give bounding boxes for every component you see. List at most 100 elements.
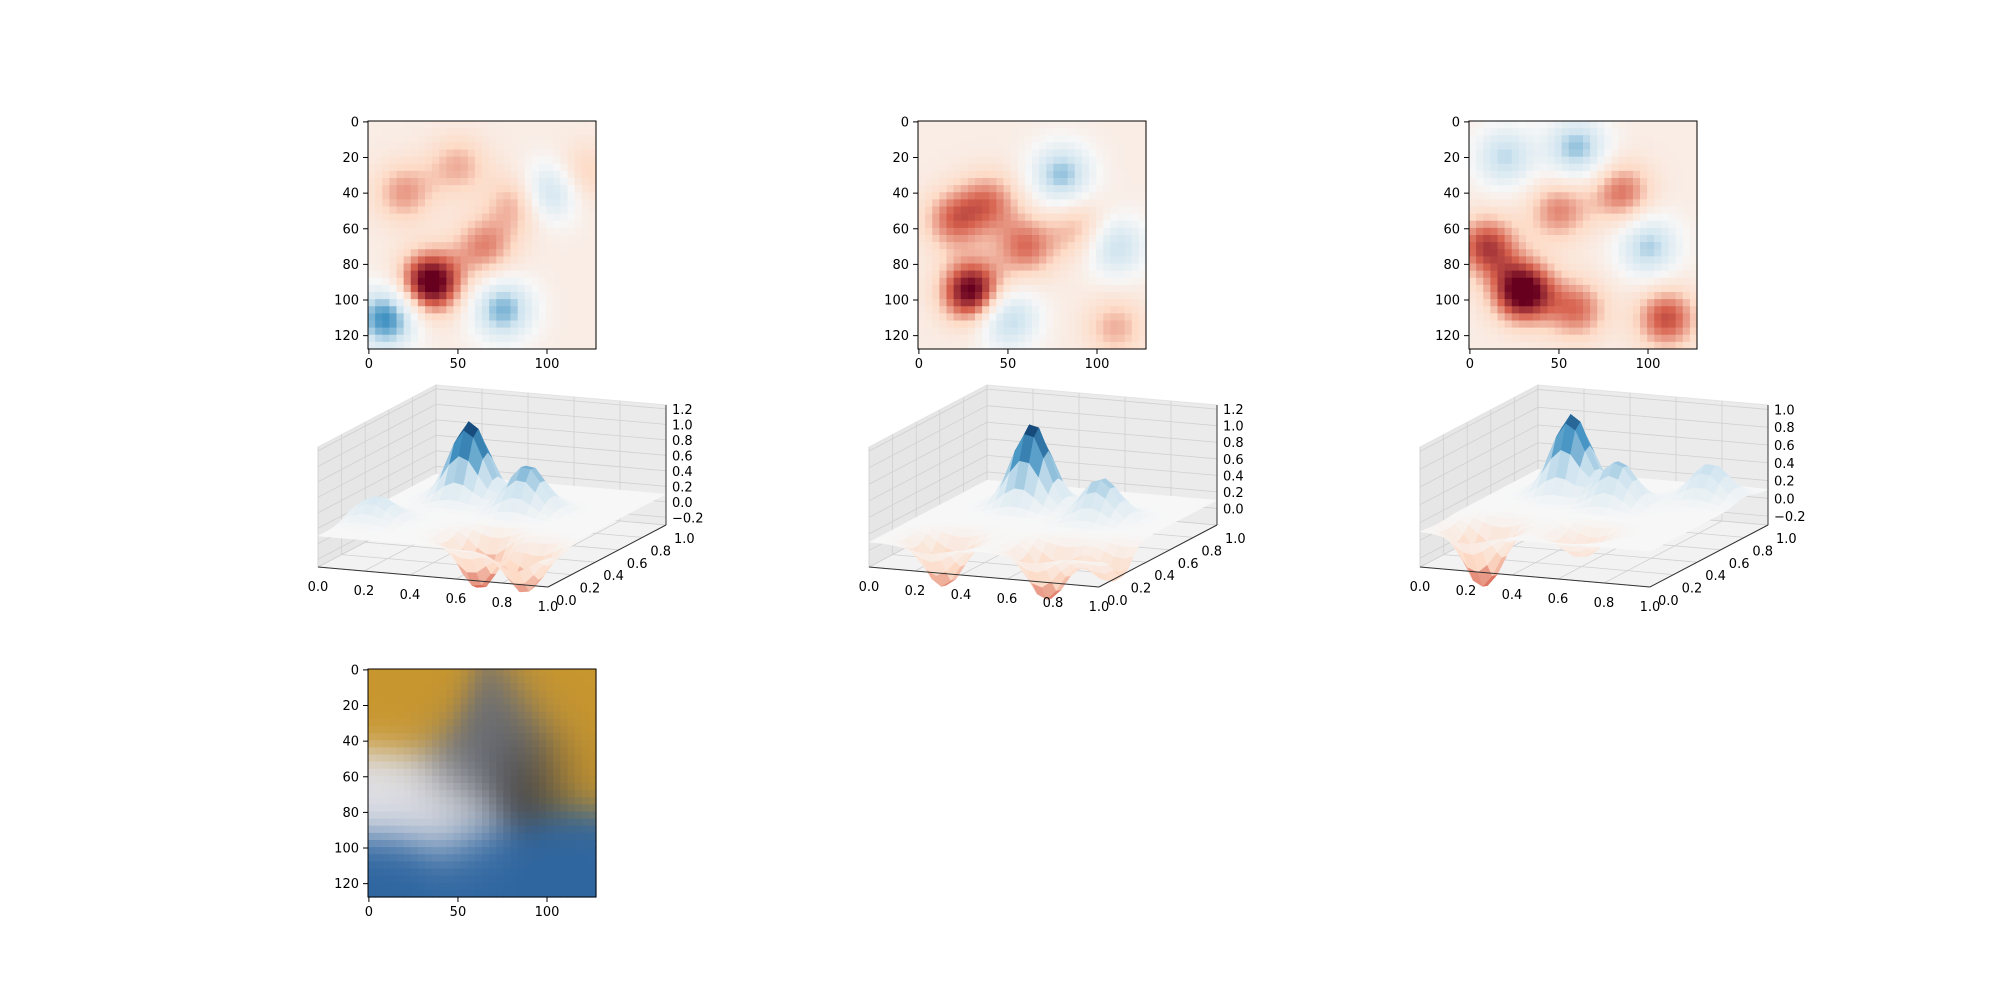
heatmap-cell <box>1117 341 1126 350</box>
heatmap-cell <box>1124 263 1133 272</box>
heatmap-cell <box>1003 292 1012 300</box>
heatmap-cell <box>1597 263 1605 272</box>
heatmap-cell <box>403 178 412 186</box>
heatmap-cell <box>396 313 405 322</box>
heatmap-cell <box>1568 213 1577 222</box>
heatmap-cell <box>1081 277 1090 286</box>
heatmap-cell <box>1618 135 1627 143</box>
heatmap-cell <box>460 299 469 307</box>
heatmap-cell <box>1547 170 1556 179</box>
heatmap-cell <box>1504 263 1513 272</box>
heatmap-cell <box>1490 220 1499 229</box>
heatmap-cell <box>417 277 426 286</box>
heatmap-cell <box>1668 213 1677 222</box>
heatmap-cell <box>1511 128 1520 136</box>
heatmap-cell <box>1604 327 1613 336</box>
grid-line <box>1419 424 1539 488</box>
heatmap-cell <box>939 327 948 336</box>
heatmap-cell <box>946 192 955 200</box>
heatmap-cell <box>474 313 483 322</box>
heatmap-cell <box>503 170 512 179</box>
z-tick-label: 0.4 <box>1223 469 1244 484</box>
heatmap-cell <box>482 270 490 279</box>
heatmap-cell <box>517 149 526 158</box>
heatmap-cell <box>1032 185 1040 193</box>
heatmap-cell <box>939 185 948 193</box>
heatmap-cell <box>1074 170 1083 179</box>
heatmap-cell <box>1640 135 1648 143</box>
heatmap-cell <box>1682 192 1691 200</box>
heatmap-cell <box>946 306 955 314</box>
heatmap-cell <box>1561 320 1570 329</box>
heatmap-cell <box>531 263 540 272</box>
heatmap-cell <box>546 306 554 314</box>
heatmap-cell <box>1668 242 1677 250</box>
heatmap-cell <box>467 135 476 143</box>
heatmap-cell <box>1689 121 1698 129</box>
heatmap-cell <box>1017 235 1026 243</box>
heatmap-cell <box>1081 263 1090 272</box>
heatmap-cell <box>425 306 433 314</box>
heatmap-cell <box>1032 199 1040 208</box>
heatmap-cell <box>946 270 955 279</box>
heatmap-cell <box>453 242 462 250</box>
heatmap-cell <box>1518 178 1527 186</box>
heatmap-cell <box>967 170 976 179</box>
heatmap-cell <box>553 220 561 229</box>
heatmap-cell <box>531 199 540 208</box>
heatmap-cell <box>1497 178 1506 186</box>
heatmap-cell <box>567 213 576 222</box>
heatmap-cell <box>460 213 469 222</box>
heatmap-cell <box>1024 270 1033 279</box>
heatmap-cell <box>1138 128 1147 136</box>
heatmap-cell <box>410 249 419 257</box>
heatmap-cell <box>975 341 983 350</box>
heatmap-cell <box>953 185 962 193</box>
heatmap-cell <box>368 135 376 143</box>
heatmap-cell <box>1490 199 1499 208</box>
heatmap-cell <box>1096 220 1104 229</box>
heatmap-cell <box>1526 320 1534 329</box>
heatmap-cell <box>953 156 962 165</box>
heatmap-cell <box>1590 242 1598 250</box>
heatmap-cell <box>1089 170 1097 179</box>
heatmap-cell <box>1554 270 1563 279</box>
heatmap-cell <box>553 121 561 129</box>
heatmap-cell <box>489 299 497 307</box>
heatmap-cell <box>382 156 390 165</box>
heatmap-cell <box>1103 277 1111 286</box>
heatmap-cell <box>1618 170 1627 179</box>
heatmap-cell <box>1067 235 1076 243</box>
heatmap-cell <box>446 192 455 200</box>
heatmap-cell <box>1647 206 1655 215</box>
heatmap-cell <box>1618 192 1627 200</box>
heatmap-cell <box>1590 235 1598 243</box>
heatmap-cell <box>1469 213 1477 222</box>
heatmap-cell <box>918 327 926 336</box>
heatmap-cell <box>1632 306 1641 314</box>
heatmap-cell <box>1597 299 1605 307</box>
heatmap-cell <box>403 235 412 243</box>
heatmap-cell <box>482 320 490 329</box>
heatmap-cell <box>1096 341 1104 350</box>
heatmap-cell <box>496 142 504 151</box>
heatmap-cell <box>389 142 398 151</box>
heatmap-cell <box>546 334 554 343</box>
heatmap-cell <box>982 249 990 257</box>
heatmap-cell <box>560 313 569 322</box>
heatmap-cell <box>1138 170 1147 179</box>
heatmap-cell <box>432 206 440 215</box>
heatmap-cell <box>953 178 962 186</box>
heatmap-cell <box>1597 213 1605 222</box>
heatmap-cell <box>1032 235 1040 243</box>
grid-line <box>435 419 667 441</box>
heatmap-cell <box>417 178 426 186</box>
heatmap-cell <box>1110 128 1119 136</box>
heatmap-cell <box>1540 213 1548 222</box>
heatmap-cell <box>1089 277 1097 286</box>
heatmap-cell <box>982 284 990 293</box>
heatmap-cell <box>1024 149 1033 158</box>
heatmap-cell <box>946 320 955 329</box>
heatmap-cell <box>1568 284 1577 293</box>
